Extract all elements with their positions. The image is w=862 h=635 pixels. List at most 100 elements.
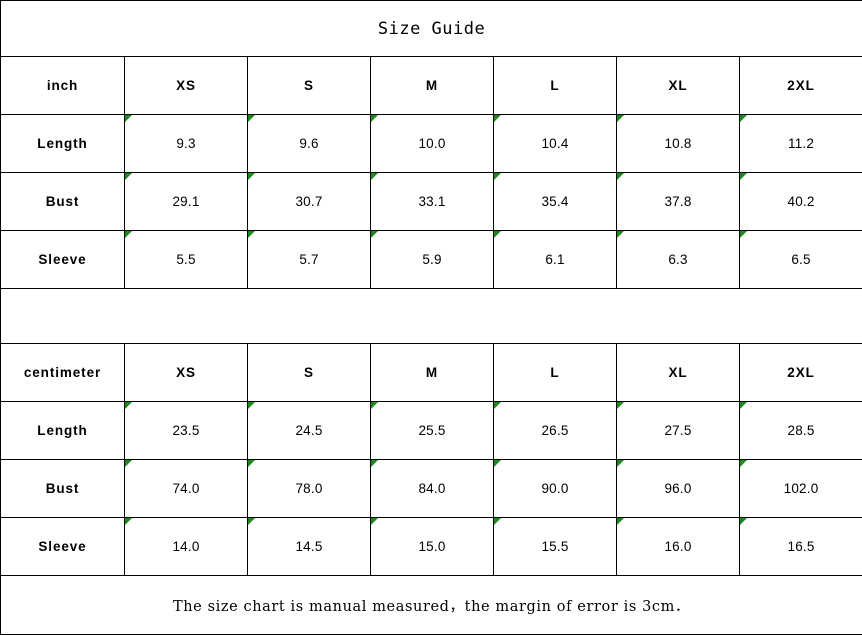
cell-value: 27.5: [664, 423, 691, 438]
inch-length-s: 9.6: [248, 115, 371, 173]
cell-value: 96.0: [664, 481, 691, 496]
inch-sleeve-s: 5.7: [248, 231, 371, 289]
comment-marker-triangle-icon: [248, 460, 255, 467]
centimeter-sleeve-2xl: 16.5: [740, 518, 862, 576]
cell-value: 78.0: [295, 481, 322, 496]
comment-marker-triangle-icon: [494, 402, 501, 409]
cell-value: 5.9: [422, 252, 441, 267]
table-row: Length 23.5 24.5 25.5 26.5 27.5 28.5: [1, 402, 862, 460]
comment-marker-triangle-icon: [740, 173, 747, 180]
comment-marker-triangle-icon: [494, 231, 501, 238]
inch-bust-2xl: 40.2: [740, 173, 862, 231]
centimeter-length-xs: 23.5: [125, 402, 248, 460]
centimeter-unit-label: centimeter: [1, 344, 125, 402]
cell-value: 6.1: [545, 252, 564, 267]
centimeter-length-s: 24.5: [248, 402, 371, 460]
centimeter-sleeve-l: 15.5: [494, 518, 617, 576]
comment-marker-triangle-icon: [740, 460, 747, 467]
inch-sleeve-2xl: 6.5: [740, 231, 862, 289]
inch-bust-s: 30.7: [248, 173, 371, 231]
table-row: Sleeve 14.0 14.5 15.0 15.5 16.0 16.5: [1, 518, 862, 576]
centimeter-bust-l: 90.0: [494, 460, 617, 518]
comment-marker-triangle-icon: [248, 518, 255, 525]
centimeter-bust-xl: 96.0: [617, 460, 740, 518]
footer-note: The size chart is manual measured，the ma…: [1, 576, 862, 635]
table-spacer-row: [1, 289, 862, 344]
cell-value: 25.5: [418, 423, 445, 438]
comment-marker-triangle-icon: [740, 115, 747, 122]
inch-length-xl: 10.8: [617, 115, 740, 173]
comment-marker-triangle-icon: [125, 231, 132, 238]
comment-marker-triangle-icon: [617, 115, 624, 122]
comment-marker-triangle-icon: [371, 518, 378, 525]
inch-bust-m: 33.1: [371, 173, 494, 231]
comment-marker-triangle-icon: [248, 115, 255, 122]
centimeter-bust-s: 78.0: [248, 460, 371, 518]
centimeter-size-header-xl: XL: [617, 344, 740, 402]
centimeter-length-l: 26.5: [494, 402, 617, 460]
cell-value: 35.4: [541, 194, 568, 209]
comment-marker-triangle-icon: [371, 231, 378, 238]
cell-value: 26.5: [541, 423, 568, 438]
inch-size-header-m: M: [371, 57, 494, 115]
cell-value: 5.5: [176, 252, 195, 267]
table-row: Bust 29.1 30.7 33.1 35.4 37.8 40.2: [1, 173, 862, 231]
comment-marker-triangle-icon: [494, 460, 501, 467]
comment-marker-triangle-icon: [740, 231, 747, 238]
inch-bust-xs: 29.1: [125, 173, 248, 231]
cell-value: 15.0: [418, 539, 445, 554]
comment-marker-triangle-icon: [125, 173, 132, 180]
comment-marker-triangle-icon: [125, 115, 132, 122]
centimeter-length-m: 25.5: [371, 402, 494, 460]
inch-size-header-2xl: 2XL: [740, 57, 862, 115]
cell-value: 6.5: [791, 252, 810, 267]
centimeter-size-header-2xl: 2XL: [740, 344, 862, 402]
centimeter-size-header-xs: XS: [125, 344, 248, 402]
centimeter-bust-xs: 74.0: [125, 460, 248, 518]
cell-value: 14.0: [172, 539, 199, 554]
comment-marker-triangle-icon: [617, 460, 624, 467]
comment-marker-triangle-icon: [740, 518, 747, 525]
inch-bust-l: 35.4: [494, 173, 617, 231]
cell-value: 5.7: [299, 252, 318, 267]
cell-value: 14.5: [295, 539, 322, 554]
inch-size-header-s: S: [248, 57, 371, 115]
centimeter-bust-m: 84.0: [371, 460, 494, 518]
comment-marker-triangle-icon: [617, 402, 624, 409]
comment-marker-triangle-icon: [125, 518, 132, 525]
inch-sleeve-m: 5.9: [371, 231, 494, 289]
cell-value: 15.5: [541, 539, 568, 554]
centimeter-sleeve-s: 14.5: [248, 518, 371, 576]
comment-marker-triangle-icon: [617, 173, 624, 180]
cell-value: 23.5: [172, 423, 199, 438]
inch-sleeve-l: 6.1: [494, 231, 617, 289]
table-row: Sleeve 5.5 5.7 5.9 6.1 6.3 6.5: [1, 231, 862, 289]
cell-value: 28.5: [788, 423, 815, 438]
comment-marker-triangle-icon: [371, 115, 378, 122]
centimeter-length-xl: 27.5: [617, 402, 740, 460]
comment-marker-triangle-icon: [740, 402, 747, 409]
centimeter-sleeve-xl: 16.0: [617, 518, 740, 576]
cell-value: 40.2: [788, 194, 815, 209]
comment-marker-triangle-icon: [248, 231, 255, 238]
page-title: Size Guide: [1, 1, 862, 57]
cell-value: 24.5: [295, 423, 322, 438]
comment-marker-triangle-icon: [248, 173, 255, 180]
centimeter-sleeve-xs: 14.0: [125, 518, 248, 576]
centimeter-sleeve-m: 15.0: [371, 518, 494, 576]
cell-value: 16.0: [664, 539, 691, 554]
title-row: Size Guide: [1, 1, 862, 57]
inch-sleeve-xl: 6.3: [617, 231, 740, 289]
cell-value: 29.1: [172, 194, 199, 209]
comment-marker-triangle-icon: [371, 460, 378, 467]
cell-value: 10.0: [418, 136, 445, 151]
inch-row-label-length: Length: [1, 115, 125, 173]
inch-length-m: 10.0: [371, 115, 494, 173]
cell-value: 6.3: [668, 252, 687, 267]
comment-marker-triangle-icon: [494, 115, 501, 122]
cell-value: 30.7: [295, 194, 322, 209]
comment-marker-triangle-icon: [125, 460, 132, 467]
